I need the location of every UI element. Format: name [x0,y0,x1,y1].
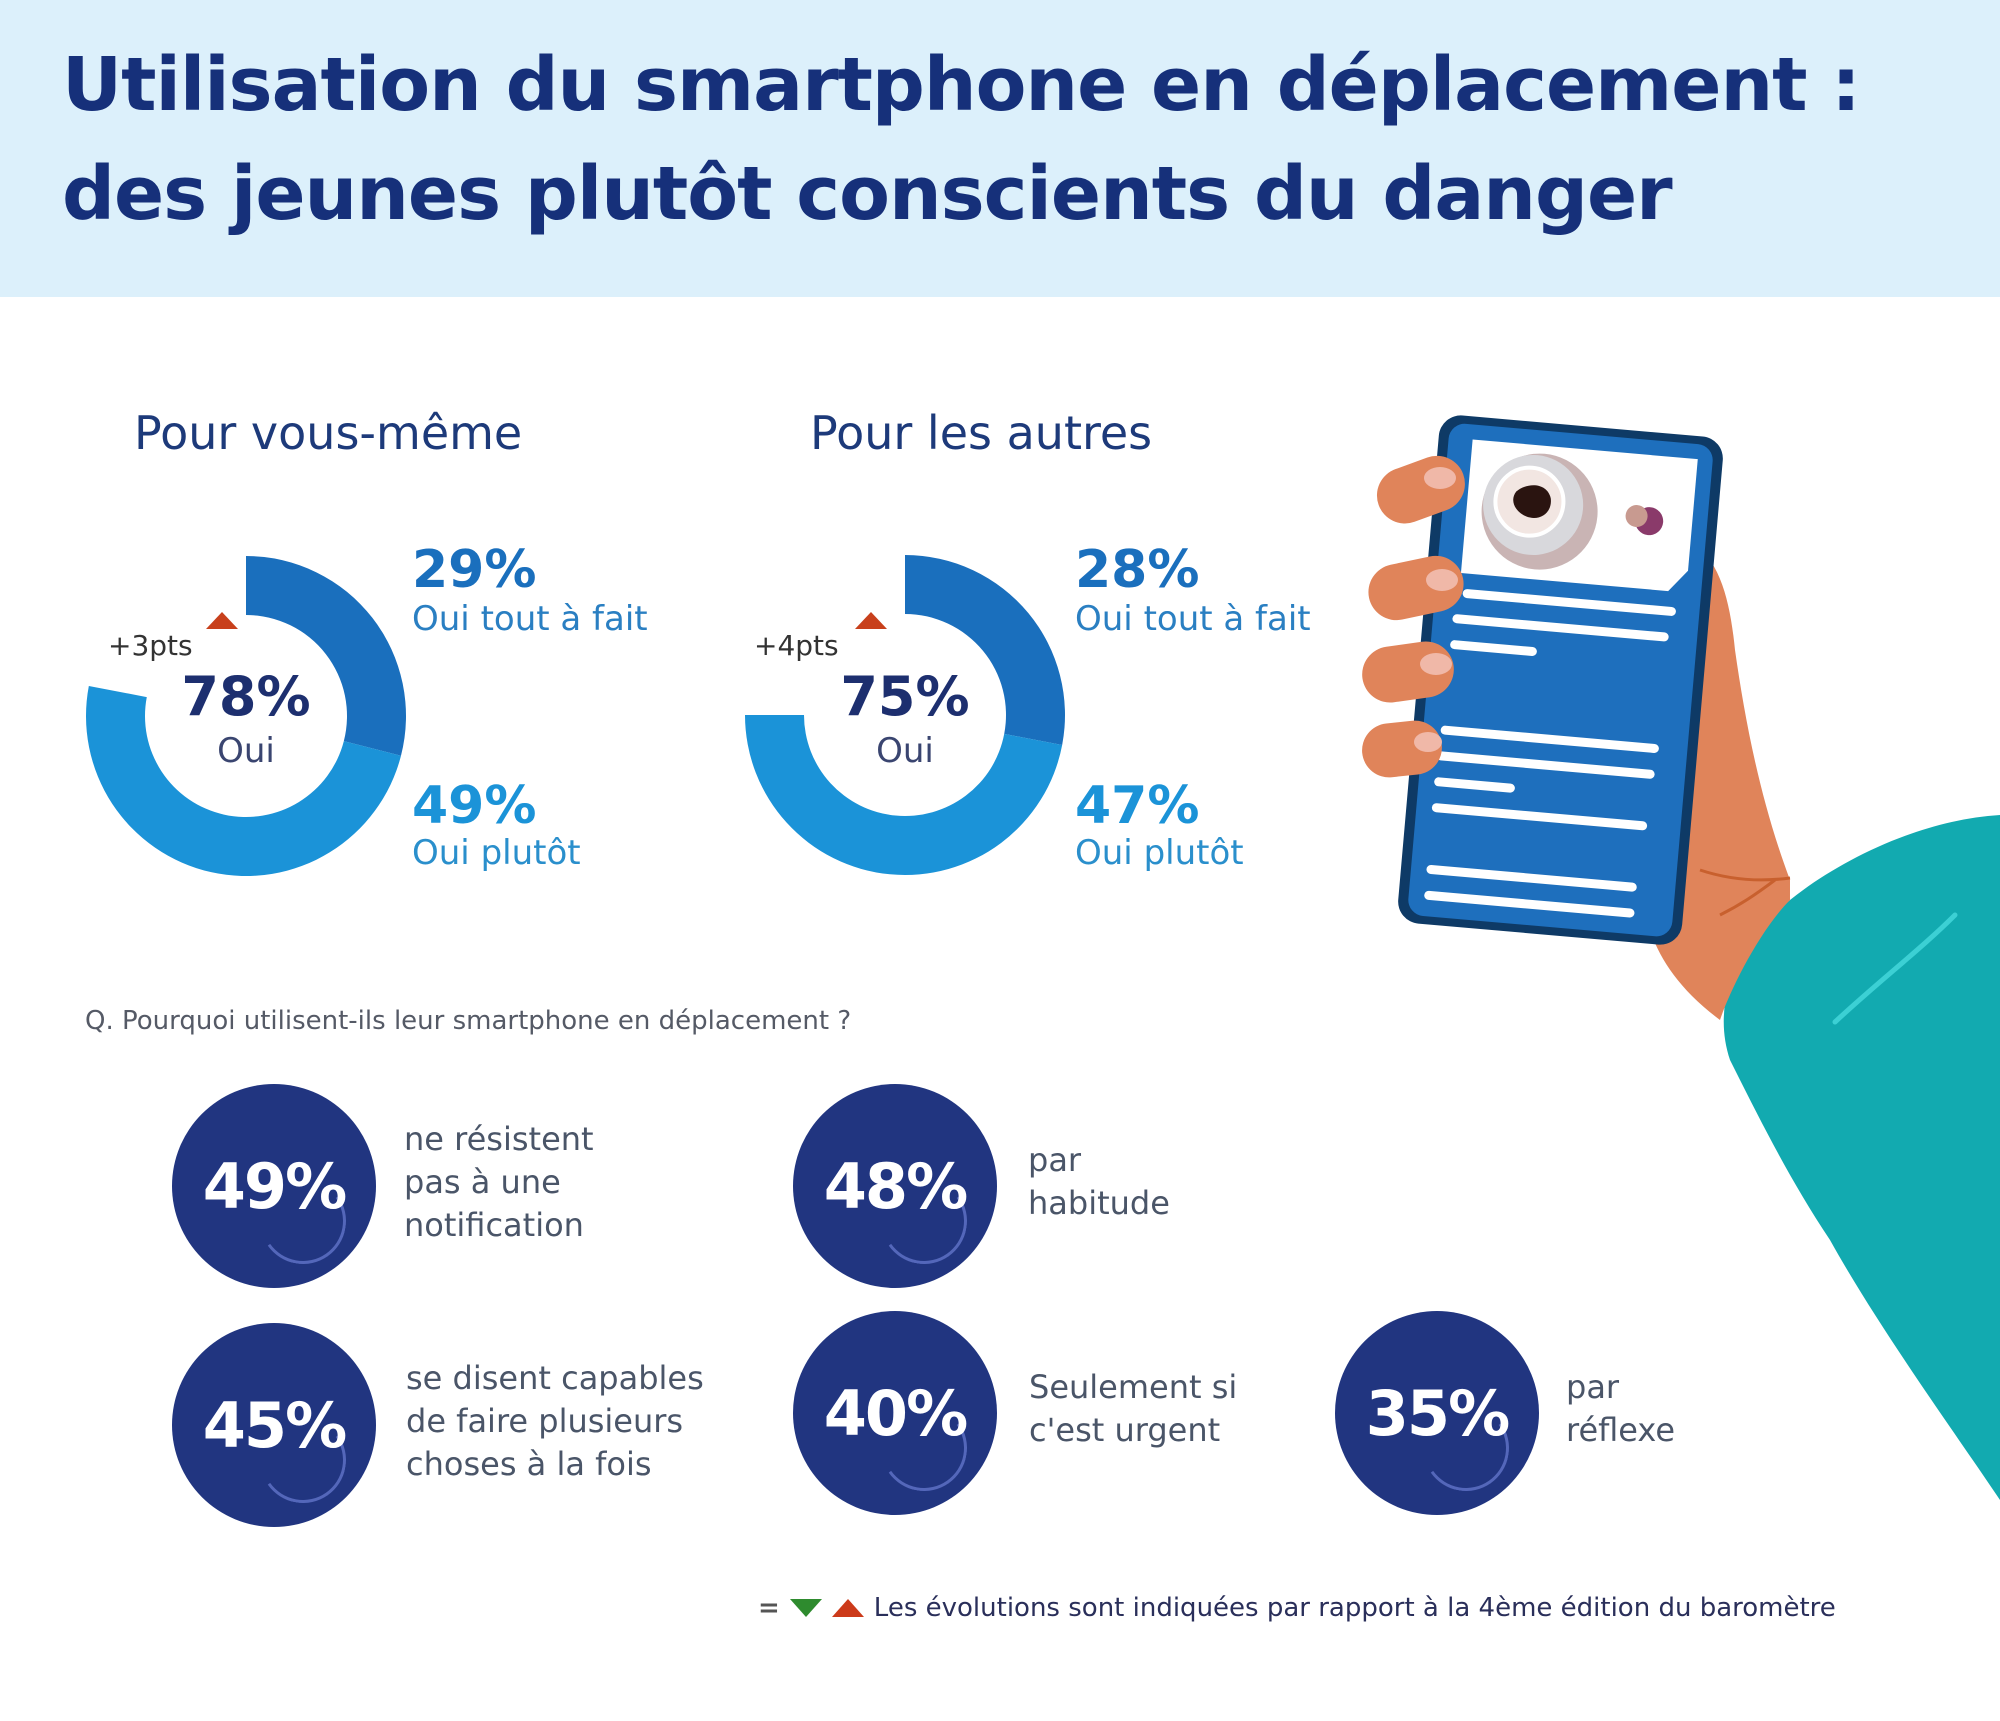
donut-2-total-value: 75% [840,665,970,728]
pastry-icon [1635,507,1664,536]
donut-2-seg-1-label: Oui tout à fait [1075,599,1311,639]
stat-value: 45% [202,1388,347,1462]
stat-label: ne résistent pas à une notification [404,1118,594,1247]
stat-circle: 45% [172,1323,376,1527]
donut-2-total-label: Oui [876,731,934,771]
stat-value: 48% [823,1149,968,1223]
sleeve-shape [1723,815,2000,1500]
stat-circle: 48% [793,1084,997,1288]
donut-1-seg-1-label: Oui tout à fait [412,599,648,639]
donut-2-seg-2-label: Oui plutôt [1075,833,1244,873]
page-title-line-1: Utilisation du smartphone en déplacement… [62,42,1861,128]
donut-1-total-value: 78% [181,665,311,728]
phone-body [1398,415,1723,945]
donut-1-delta: +3pts [108,629,193,662]
up-arrow-icon [831,1599,864,1617]
footer-legend: = Les évolutions sont indiquées par rapp… [758,1593,1836,1623]
stat-circle: 40% [793,1311,997,1515]
sleeve-highlight [1832,912,1958,1025]
stat-label-line: se disent capables [406,1358,704,1397]
stat-label-line: notification [404,1205,584,1244]
stat-label-line: habitude [1028,1184,1170,1222]
stat-label-line: par [1028,1141,1082,1179]
palm-crease [1699,868,1791,882]
stat-label: se disent capables de faire plusieurs chos… [406,1357,704,1486]
stat-label-line: ne résistent [404,1119,594,1158]
phone-image-card [1460,439,1698,592]
donut-2-delta: +4pts [754,629,839,662]
stat-label-line: c'est urgent [1029,1411,1221,1449]
equal-icon: = [758,1593,780,1623]
question-text: Q. Pourquoi utilisent-ils leur smartphon… [85,1006,852,1036]
header-banner: Utilisation du smartphone en déplacement… [0,0,2000,297]
coffee-saucer-icon [1481,453,1598,570]
stat-label: Seulement si c'est urgent [1029,1366,1237,1452]
down-arrow-icon [789,1599,822,1617]
up-arrow-icon [206,612,238,629]
fingernails [1414,467,1458,752]
fingers-shape [1362,455,1465,778]
donut-2-seg-1-value: 28% [1075,540,1200,600]
screen-text-lines [1424,589,1676,918]
donut-1-heading: Pour vous-même [134,406,523,460]
stat-value: 49% [202,1149,347,1223]
stat-label-line: de faire plusieurs [406,1401,684,1440]
stat-label: par habitude [1028,1139,1170,1225]
donut-1-total-label: Oui [217,731,275,771]
palm-crease [1719,878,1776,917]
stat-label-line: Seulement si [1029,1368,1238,1406]
stat-label-line: pas à une [404,1162,561,1201]
stat-value: 35% [1365,1376,1510,1450]
stat-label-line: réflexe [1566,1411,1676,1449]
phone-screen [1408,423,1713,937]
palm-shape [1650,540,1790,1020]
donut-2-seg-2-value: 47% [1075,776,1200,836]
donut-1-seg-2-label: Oui plutôt [412,833,581,873]
stat-label-line: par [1566,1368,1620,1406]
footer-note: Les évolutions sont indiquées par rappor… [873,1593,1836,1623]
stat-label-line: choses à la fois [406,1444,652,1483]
stat-value: 40% [823,1376,968,1450]
donut-1-seg-1-value: 29% [412,540,537,600]
coffee-icon [1513,485,1551,518]
donut-1-seg-2-value: 49% [412,776,537,836]
page-title-line-2: des jeunes plutôt conscients du danger [62,151,1673,237]
coffee-cup-icon [1493,465,1566,538]
up-arrow-icon [855,612,887,629]
stat-circle: 35% [1335,1311,1539,1515]
stat-circle: 49% [172,1084,376,1288]
phone-icon [1398,415,1723,945]
stat-label: par réflexe [1566,1366,1675,1452]
donut-2-heading: Pour les autres [810,406,1153,460]
